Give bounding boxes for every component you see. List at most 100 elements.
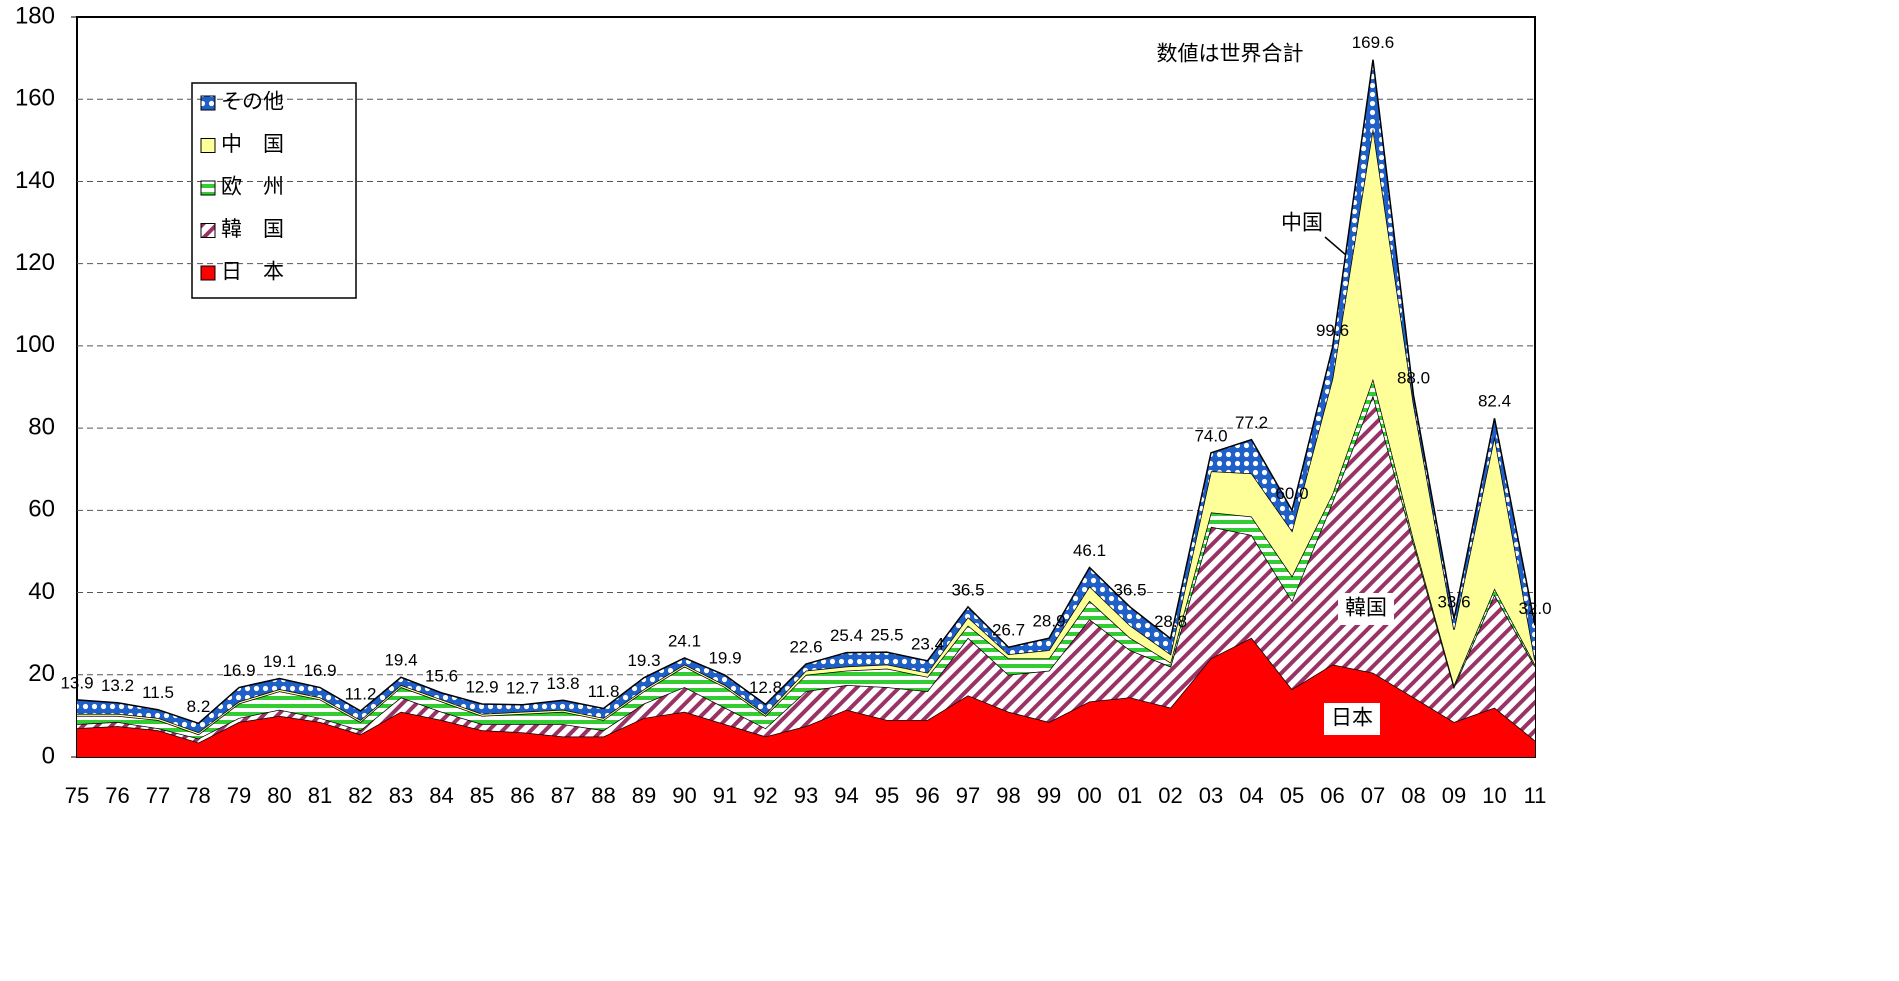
x-tick-label: 92	[753, 783, 777, 808]
x-tick-label: 09	[1442, 783, 1466, 808]
legend-label: 韓 国	[221, 218, 284, 241]
legend-swatch	[200, 95, 216, 111]
total-label: 12.9	[465, 677, 498, 696]
area-edge	[77, 127, 1536, 734]
total-label: 11.5	[142, 683, 174, 702]
total-label: 26.7	[992, 621, 1025, 640]
x-tick-label: 94	[834, 783, 858, 808]
total-label: 19.3	[627, 651, 660, 670]
x-tick-label: 95	[875, 783, 899, 808]
y-tick-label: 80	[28, 413, 55, 440]
total-label: 11.2	[345, 684, 377, 703]
total-label: 28.8	[1154, 612, 1187, 631]
legend-swatch	[200, 265, 216, 281]
total-label: 12.7	[506, 678, 539, 697]
y-tick-label: 140	[15, 167, 55, 194]
y-tick-label: 20	[28, 660, 55, 687]
y-tick-label: 40	[28, 578, 55, 605]
total-label: 19.1	[263, 652, 296, 671]
y-tick-label: 160	[15, 85, 55, 112]
x-tick-label: 07	[1361, 783, 1385, 808]
legend-label: 日 本	[221, 261, 284, 284]
total-label: 16.9	[222, 661, 255, 680]
area-edge	[76, 59, 1536, 725]
total-label: 19.4	[384, 651, 417, 670]
legend-swatch	[200, 223, 216, 238]
total-label: 99.6	[1316, 321, 1349, 340]
x-tick-label: 00	[1077, 783, 1101, 808]
y-tick-label: 0	[42, 742, 55, 769]
x-tick-label: 02	[1158, 783, 1182, 808]
annotation-bg	[1324, 703, 1380, 735]
y-tick-label: 60	[28, 496, 55, 523]
legend-label: 欧 州	[221, 176, 284, 199]
total-label: 11.8	[588, 682, 620, 701]
x-tick-label: 90	[672, 783, 696, 808]
legend-swatch	[200, 138, 216, 153]
total-label: 13.2	[101, 676, 134, 695]
annotation-bg	[1338, 593, 1394, 625]
x-tick-label: 82	[348, 783, 372, 808]
x-tick-label: 84	[429, 783, 453, 808]
total-label: 24.1	[668, 631, 701, 650]
total-label: 88.0	[1397, 369, 1430, 388]
total-label: 25.5	[870, 626, 903, 645]
y-tick-label: 120	[15, 249, 55, 276]
x-tick-label: 78	[186, 783, 210, 808]
x-tick-label: 89	[632, 783, 656, 808]
total-label: 16.9	[303, 661, 336, 680]
total-label: 32.0	[1518, 599, 1551, 618]
total-label: 13.8	[546, 674, 579, 693]
total-label: 36.5	[1113, 580, 1146, 599]
area	[77, 637, 1535, 757]
x-tick-label: 87	[551, 783, 575, 808]
x-tick-label: 98	[996, 783, 1020, 808]
y-tick-label: 180	[15, 2, 55, 29]
x-tick-label: 10	[1482, 783, 1506, 808]
legend-label: その他	[221, 91, 284, 114]
total-label: 33.6	[1437, 592, 1470, 611]
total-label: 22.6	[789, 638, 822, 657]
annotation: 中国	[1281, 212, 1323, 235]
x-tick-label: 03	[1199, 783, 1223, 808]
x-tick-label: 11	[1524, 783, 1547, 808]
x-tick-label: 86	[510, 783, 534, 808]
x-tick-label: 79	[227, 783, 251, 808]
x-tick-label: 77	[146, 783, 170, 808]
total-label: 74.0	[1194, 426, 1227, 445]
annotation: 日本	[1331, 707, 1373, 730]
total-label: 15.6	[425, 666, 458, 685]
x-tick-label: 75	[65, 783, 89, 808]
x-tick-label: 88	[591, 783, 615, 808]
x-tick-label: 93	[794, 783, 818, 808]
total-label: 46.1	[1073, 541, 1106, 560]
total-label: 60.0	[1275, 484, 1308, 503]
annotation: 数値は世界合計	[1157, 43, 1304, 66]
total-label: 12.8	[749, 678, 782, 697]
x-tick-label: 85	[470, 783, 494, 808]
x-tick-label: 83	[389, 783, 413, 808]
x-tick-label: 91	[713, 783, 737, 808]
total-label: 77.2	[1235, 413, 1268, 432]
x-tick-label: 81	[308, 783, 332, 808]
x-tick-label: 99	[1037, 783, 1061, 808]
total-label: 8.2	[187, 697, 211, 716]
total-label: 23.4	[911, 634, 944, 653]
x-tick-label: 80	[267, 783, 291, 808]
x-tick-label: 08	[1401, 783, 1425, 808]
y-tick-label: 100	[15, 331, 55, 358]
total-label: 13.9	[60, 673, 93, 692]
x-tick-label: 96	[915, 783, 939, 808]
total-label: 36.5	[951, 580, 984, 599]
x-tick-label: 04	[1239, 783, 1263, 808]
x-tick-label: 97	[956, 783, 980, 808]
x-tick-label: 06	[1320, 783, 1344, 808]
total-label: 28.9	[1032, 612, 1065, 631]
total-label: 82.4	[1478, 392, 1511, 411]
x-tick-label: 01	[1118, 783, 1142, 808]
annotation: 韓国	[1345, 597, 1387, 620]
area-edge	[76, 636, 1536, 744]
legend-swatch	[200, 180, 216, 196]
legend-label: 中 国	[221, 133, 284, 156]
